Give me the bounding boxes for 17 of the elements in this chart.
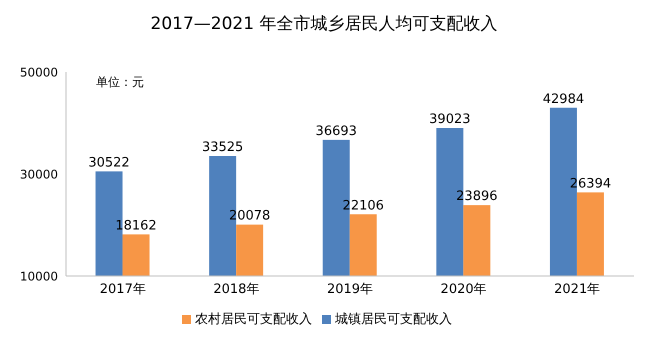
data-label: 33525: [202, 140, 244, 156]
y-tick-label: 30000: [20, 167, 58, 182]
x-tick-label: 2021年: [554, 282, 600, 298]
x-tick-label: 2020年: [440, 282, 487, 298]
x-tick-label: 2017年: [100, 282, 146, 298]
y-tick-label: 50000: [20, 65, 58, 80]
legend-label: 城镇居民可支配收入: [335, 312, 452, 327]
x-tick-label: 2018年: [213, 282, 260, 298]
data-label: 42984: [542, 92, 584, 107]
chart-title: 2017—2021 年全市城乡居民人均可支配收入: [150, 13, 498, 36]
legend-label: 农村居民可支配收入: [195, 312, 312, 327]
x-tick-label: 2019年: [326, 282, 374, 298]
data-label: 36693: [316, 124, 357, 139]
y-tick-label: 10000: [20, 269, 58, 284]
annotation: 单位：元: [96, 74, 144, 91]
data-label: 30522: [88, 155, 130, 170]
data-label: 39023: [429, 112, 471, 127]
